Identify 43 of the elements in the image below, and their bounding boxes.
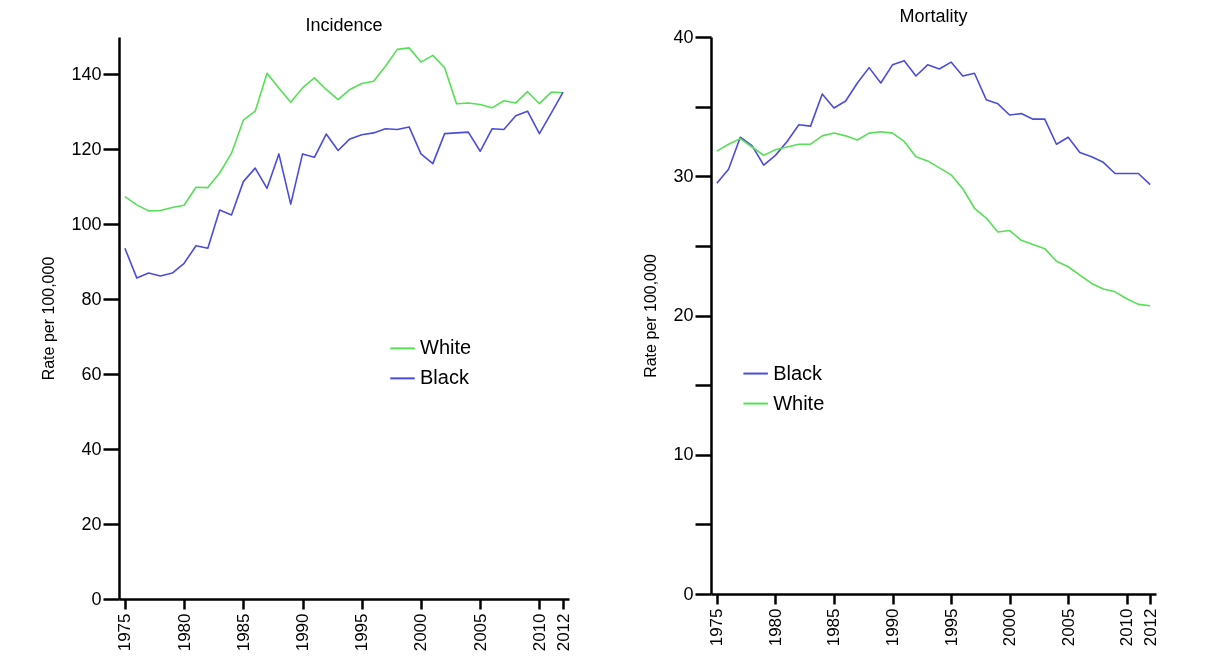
x-tick-label: 1990 xyxy=(883,608,903,647)
line-series xyxy=(124,91,564,279)
x-tick-label: 1975 xyxy=(115,613,135,652)
y-tick-label: 20 xyxy=(81,513,102,534)
y-tick-label: 80 xyxy=(81,288,102,309)
y-tick-label: 10 xyxy=(673,444,694,465)
y-tick-label: 140 xyxy=(71,63,102,84)
y-tick-label: 120 xyxy=(71,138,102,159)
chart-title: Incidence xyxy=(305,15,383,35)
chart-title: Mortality xyxy=(899,6,968,26)
y-tick-label: 30 xyxy=(673,165,694,186)
x-tick-label: 2000 xyxy=(411,613,431,652)
y-tick-label: 60 xyxy=(81,363,102,384)
y-tick-label: 40 xyxy=(673,26,694,47)
x-tick-label: 2005 xyxy=(1058,608,1078,647)
y-axis-title: Rate per 100,000 xyxy=(40,256,58,381)
line-series xyxy=(716,130,1151,307)
y-axis-title: Rate per 100,000 xyxy=(642,254,660,378)
legend-label: Black xyxy=(420,366,470,389)
x-tick-label: 2010 xyxy=(529,613,549,652)
line-series xyxy=(124,47,564,212)
x-tick-label: 1990 xyxy=(293,613,313,652)
y-tick-label: 0 xyxy=(683,583,694,604)
legend-label: Black xyxy=(773,361,824,384)
x-tick-label: 1985 xyxy=(233,613,253,652)
x-tick-label: 1975 xyxy=(707,608,727,647)
y-tick-label: 40 xyxy=(81,438,102,459)
y-tick-label: 20 xyxy=(673,305,694,325)
line-series xyxy=(716,59,1151,186)
x-tick-label: 2000 xyxy=(1000,608,1020,647)
x-tick-label: 1980 xyxy=(765,608,785,647)
x-tick-label: 1995 xyxy=(941,608,961,647)
x-tick-label: 2005 xyxy=(470,613,490,652)
legend-label: White xyxy=(420,336,472,359)
x-tick-label: 2012 xyxy=(1140,608,1160,647)
x-tick-label: 2010 xyxy=(1117,608,1137,647)
y-tick-label: 100 xyxy=(71,213,102,234)
legend-label: White xyxy=(773,391,825,414)
x-tick-label: 1985 xyxy=(824,608,844,647)
x-tick-label: 1980 xyxy=(174,613,194,652)
x-tick-label: 1995 xyxy=(352,613,372,652)
y-tick-label: 0 xyxy=(91,588,102,609)
x-tick-label: 2012 xyxy=(553,613,573,652)
